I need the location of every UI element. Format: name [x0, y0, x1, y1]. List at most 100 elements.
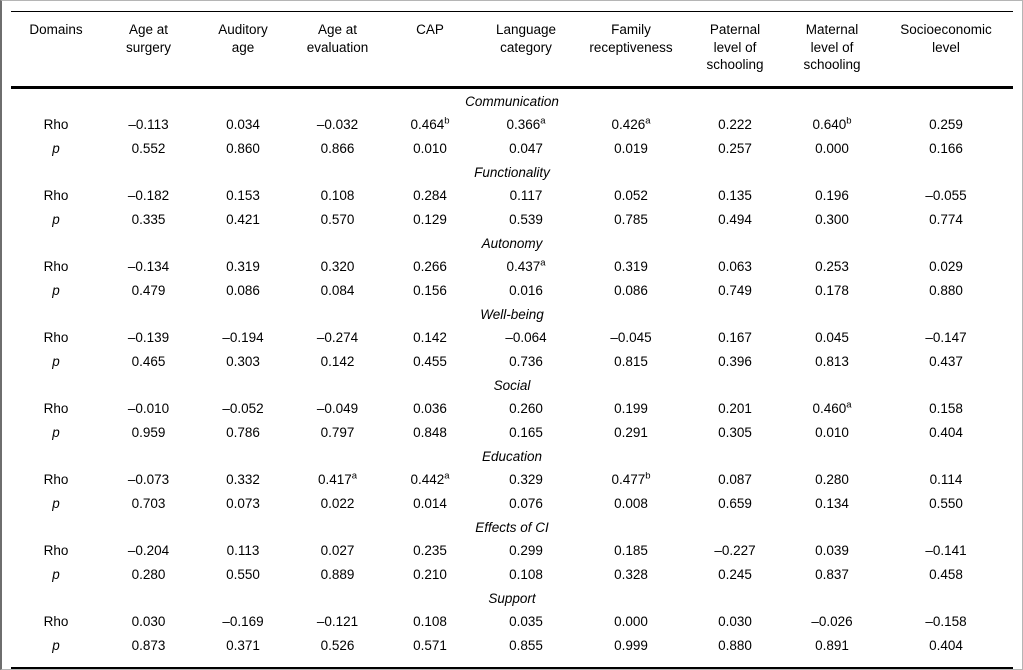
p-value-cell: 0.178: [815, 282, 849, 298]
rho-value-cell: 0.185: [614, 543, 648, 559]
rho-value-cell: 0.000: [614, 614, 648, 630]
p-value-cell: 0.108: [509, 566, 543, 582]
rho-value-cell: 0.036: [413, 401, 447, 417]
p-row: p 0.479 0.086 0.084 0.156 0.016 0.086 0.749 0.17…: [11, 279, 1013, 303]
rho-value-cell: –0.204: [127, 543, 170, 559]
rho-row: Rho –0.010 –0.052 –0.049 0.036 0.260 0.199 0.20…: [11, 397, 1013, 421]
rho-value-cell: –0.045: [610, 330, 652, 346]
p-value-cell: 0.396: [718, 353, 752, 369]
p-value-cell: 0.550: [226, 566, 260, 582]
rho-value-cell: 0.284: [413, 188, 447, 204]
rho-row-label: Rho: [43, 543, 69, 559]
rho-value-cell: 0.030: [131, 614, 166, 630]
rho-value-cell: 0.332: [226, 472, 260, 488]
p-value-cell: 0.019: [614, 140, 648, 156]
section-row: Autonomy: [11, 231, 1013, 255]
p-value-cell: 0.073: [226, 495, 260, 511]
column-header: CAP: [416, 22, 444, 37]
rho-value-cell: –0.121: [316, 614, 359, 630]
column-header: Paternal level of schooling: [706, 22, 764, 72]
correlation-value: 0.442: [410, 472, 445, 488]
rho-value-cell: –0.026: [811, 614, 853, 630]
p-value-cell: 0.539: [509, 211, 543, 227]
rho-value-cell: 0.329: [509, 472, 543, 488]
section-row: Effects of CI: [11, 515, 1013, 539]
rho-value-cell: 0.260: [509, 401, 543, 417]
column-header: Maternal level of schooling: [803, 22, 861, 72]
p-row-label: p: [52, 353, 60, 369]
p-value-cell: 0.552: [131, 140, 166, 156]
rho-value-cell: 0.437a: [475, 255, 577, 279]
p-row: p 0.959 0.786 0.797 0.848 0.165 0.291 0.305 0.01…: [11, 421, 1013, 445]
section-title: Functionality: [474, 164, 550, 180]
p-value-cell: 0.866: [320, 140, 355, 156]
rho-value-cell: 0.417a: [290, 468, 385, 492]
column-header: Language category: [495, 22, 557, 55]
rho-value-cell: 0.034: [226, 117, 260, 133]
spacer-row: [11, 657, 1013, 668]
rho-value-cell: 0.087: [718, 472, 752, 488]
rho-value-cell: 0.426a: [577, 113, 685, 137]
correlation-value: 0.640: [812, 117, 847, 133]
p-value-cell: 0.703: [131, 495, 166, 511]
rho-row: Rho –0.204 0.113 0.027 0.235 0.299 0.185 –0.227…: [11, 539, 1013, 563]
p-value-cell: 0.134: [815, 495, 849, 511]
rho-value-cell: 0.035: [509, 614, 543, 630]
rho-value-cell: 0.201: [718, 401, 752, 417]
section-row: Support: [11, 586, 1013, 610]
significance-superscript: b: [645, 470, 651, 482]
significance-superscript: b: [444, 115, 450, 127]
rho-value-cell: 0.266: [413, 259, 447, 275]
p-row-label: p: [52, 211, 60, 227]
correlation-value: 0.426: [611, 117, 646, 133]
column-header: Age at surgery: [125, 22, 171, 55]
rho-value-cell: 0.167: [718, 330, 752, 346]
p-value-cell: 0.455: [413, 353, 447, 369]
rho-value-cell: 0.114: [929, 472, 963, 488]
rho-value-cell: –0.169: [222, 614, 264, 630]
table-header: Domains Age at surgery Auditory age Age at …: [11, 12, 1013, 88]
p-value-cell: 0.437: [929, 353, 963, 369]
p-value-cell: 0.860: [226, 140, 260, 156]
rho-value-cell: 0.039: [815, 543, 849, 559]
rho-value-cell: –0.141: [925, 543, 967, 559]
p-row-label: p: [52, 140, 60, 156]
section-row: Education: [11, 444, 1013, 468]
table-body: Communication Rho –0.113 0.034 –0.032 0.464b 0…: [11, 88, 1013, 669]
rho-value-cell: –0.139: [127, 330, 170, 346]
section-row: Social: [11, 373, 1013, 397]
rho-row-label: Rho: [43, 401, 69, 417]
rho-row: Rho –0.134 0.319 0.320 0.266 0.437a 0.319 0.063…: [11, 255, 1013, 279]
p-value-cell: 0.421: [226, 211, 260, 227]
rho-value-cell: 0.117: [509, 188, 543, 204]
p-value-cell: 0.494: [718, 211, 752, 227]
rho-value-cell: –0.073: [127, 472, 170, 488]
p-value-cell: 0.813: [815, 353, 849, 369]
rho-value-cell: 0.640b: [785, 113, 879, 137]
p-row: p 0.280 0.550 0.889 0.210 0.108 0.328 0.245 0.83…: [11, 563, 1013, 587]
p-value-cell: 0.086: [614, 282, 648, 298]
rho-value-cell: 0.253: [815, 259, 849, 275]
section-title: Well-being: [480, 306, 544, 322]
p-value-cell: 0.086: [226, 282, 260, 298]
correlation-table: Domains Age at surgery Auditory age Age at …: [11, 11, 1013, 669]
p-value-cell: 0.550: [929, 495, 963, 511]
rho-value-cell: 0.464b: [385, 113, 475, 137]
p-value-cell: 0.156: [413, 282, 447, 298]
rho-value-cell: 0.259: [929, 117, 963, 133]
rho-value-cell: 0.366a: [475, 113, 577, 137]
rho-value-cell: –0.032: [316, 117, 359, 133]
p-value-cell: 0.000: [815, 140, 849, 156]
rho-row: Rho 0.030 –0.169 –0.121 0.108 0.035 0.000 0.030…: [11, 610, 1013, 634]
rho-value-cell: 0.063: [718, 259, 752, 275]
rho-row: Rho –0.182 0.153 0.108 0.284 0.117 0.052 0.135 0…: [11, 184, 1013, 208]
section-row: Functionality: [11, 160, 1013, 184]
p-value-cell: 0.328: [614, 566, 648, 582]
p-value-cell: 0.335: [131, 211, 166, 227]
rho-value-cell: –0.049: [316, 401, 359, 417]
rho-value-cell: 0.108: [413, 614, 447, 630]
p-row-label: p: [52, 637, 60, 653]
correlation-value: 0.460: [812, 401, 847, 417]
header-row: Domains Age at surgery Auditory age Age at …: [11, 12, 1013, 88]
p-value-cell: 0.371: [226, 637, 260, 653]
